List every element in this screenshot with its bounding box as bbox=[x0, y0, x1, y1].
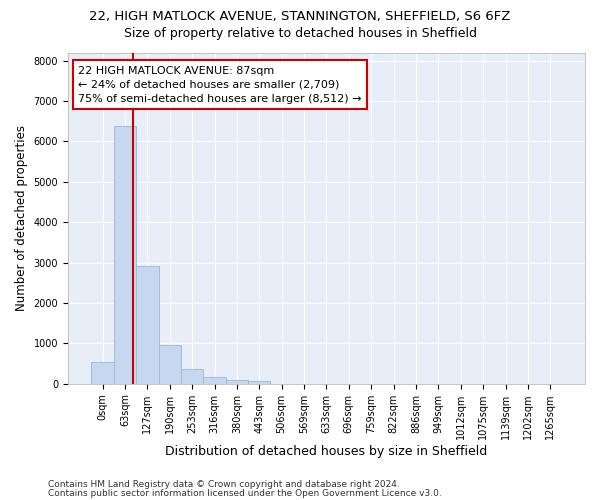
Text: Size of property relative to detached houses in Sheffield: Size of property relative to detached ho… bbox=[124, 28, 476, 40]
Bar bbox=[91, 362, 114, 384]
Bar bbox=[226, 380, 248, 384]
Text: Contains public sector information licensed under the Open Government Licence v3: Contains public sector information licen… bbox=[48, 489, 442, 498]
Bar bbox=[114, 126, 136, 384]
Y-axis label: Number of detached properties: Number of detached properties bbox=[15, 125, 28, 311]
Bar bbox=[203, 378, 226, 384]
X-axis label: Distribution of detached houses by size in Sheffield: Distribution of detached houses by size … bbox=[166, 444, 488, 458]
Text: 22, HIGH MATLOCK AVENUE, STANNINGTON, SHEFFIELD, S6 6FZ: 22, HIGH MATLOCK AVENUE, STANNINGTON, SH… bbox=[89, 10, 511, 23]
Bar bbox=[248, 381, 271, 384]
Bar bbox=[181, 369, 203, 384]
Bar bbox=[158, 344, 181, 384]
Text: 22 HIGH MATLOCK AVENUE: 87sqm
← 24% of detached houses are smaller (2,709)
75% o: 22 HIGH MATLOCK AVENUE: 87sqm ← 24% of d… bbox=[78, 66, 362, 104]
Text: Contains HM Land Registry data © Crown copyright and database right 2024.: Contains HM Land Registry data © Crown c… bbox=[48, 480, 400, 489]
Bar bbox=[136, 266, 158, 384]
